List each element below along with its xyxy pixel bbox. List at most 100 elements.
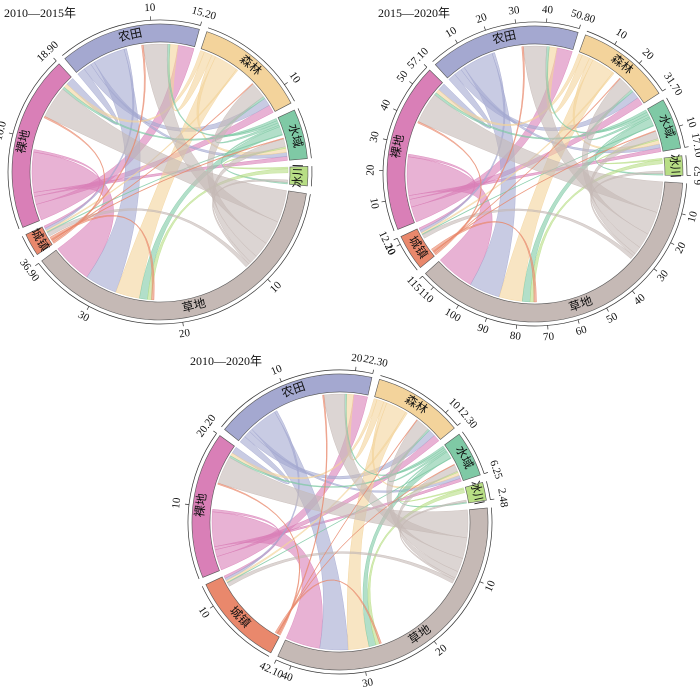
total-label: 18.90 (35, 39, 62, 65)
tick-mark (35, 263, 38, 265)
total-label: 22.30 (362, 353, 389, 370)
tick-label: 70 (543, 330, 555, 343)
total-label: 15.20 (190, 4, 218, 22)
tick-mark (87, 306, 89, 310)
total-label: 17.10 (689, 132, 700, 159)
tick-mark (632, 291, 635, 294)
tick-label: 50 (394, 68, 410, 84)
tick-mark (431, 287, 434, 290)
axis-arc (686, 155, 687, 175)
tick-label: 20 (364, 164, 376, 176)
tick-mark (662, 89, 665, 91)
tick-label: 30 (361, 676, 374, 687)
tick-mark (615, 41, 617, 44)
tick-label: 40 (542, 4, 554, 17)
tick-mark (54, 58, 57, 61)
total-label: 12.20 (376, 229, 398, 257)
tick-label: 10 (367, 197, 381, 210)
tick-mark (671, 243, 675, 245)
tick-label: 30 (655, 267, 672, 283)
chart-title: 2010—2015年 (4, 6, 76, 20)
tick-mark (383, 139, 387, 140)
tick-label: 10 (196, 605, 212, 621)
tick-mark (420, 276, 423, 279)
total-label: 6.52 (692, 166, 700, 185)
tick-label: 10 (170, 497, 183, 510)
total-label: 12.30 (455, 404, 480, 431)
tick-mark (607, 308, 609, 312)
tick-label: 30 (508, 4, 521, 17)
tick-mark (274, 660, 276, 664)
tick-mark (579, 25, 580, 29)
tick-label: 40 (378, 97, 394, 112)
tick-mark (457, 423, 460, 426)
tick-label: 10 (613, 26, 629, 42)
tick-mark (685, 147, 689, 148)
tick-label: 20 (673, 240, 689, 256)
tick-label: 10.0 (0, 120, 9, 142)
tick-mark (484, 27, 485, 31)
tick-mark (373, 370, 374, 374)
tick-mark (455, 40, 457, 43)
chart-title: 2015—2020年 (378, 6, 450, 20)
tick-mark (409, 82, 412, 84)
total-label: 6.25 (487, 459, 505, 482)
total-label: 31.70 (661, 71, 685, 99)
total-label: 36.90 (17, 257, 42, 284)
tick-mark (183, 322, 184, 326)
chart-title: 2010—2020年 (190, 354, 262, 368)
tick-mark (284, 82, 287, 84)
tick-mark (578, 320, 579, 324)
tick-mark (210, 606, 213, 608)
tick-mark (490, 499, 494, 500)
tick-label: 20 (433, 642, 449, 659)
tick-mark (434, 641, 436, 644)
tick-mark (456, 305, 458, 308)
tick-label: 20 (178, 327, 191, 341)
tick-label: 40 (632, 291, 649, 308)
tick-mark (9, 133, 13, 134)
tick-label: 10 (287, 70, 303, 86)
tick-label: 10 (684, 115, 699, 130)
tick-label: 20 (640, 46, 657, 63)
tick-mark (515, 19, 516, 23)
tick-label: 90 (476, 322, 491, 337)
tick-mark (484, 472, 488, 473)
tick-label: 10 (269, 362, 284, 378)
tick-mark (682, 214, 686, 215)
total-label: 50.80 (569, 7, 597, 26)
tick-label: 30 (368, 130, 382, 144)
node-label: 冰川 (290, 164, 305, 188)
tick-mark (679, 125, 683, 126)
axis-arc (311, 166, 312, 186)
tick-mark (485, 318, 486, 322)
tick-mark (394, 238, 398, 240)
tick-label: 20 (474, 11, 489, 26)
tick-mark (397, 244, 401, 246)
tick-mark (382, 201, 386, 202)
tick-mark (268, 279, 271, 282)
tick-label: 100 (442, 306, 463, 325)
tick-label: 50 (604, 310, 620, 326)
tick-mark (639, 60, 642, 63)
tick-label: 10 (483, 578, 499, 593)
tick-mark (446, 410, 449, 413)
tick-label: 30 (76, 309, 92, 325)
node-label: 裸地 (191, 492, 209, 518)
tick-mark (393, 109, 397, 111)
tick-mark (366, 672, 367, 676)
axis-arc (486, 481, 490, 499)
total-label: 57.10 (405, 45, 431, 71)
total-label: 2.48 (495, 487, 510, 508)
node-label: 冰川 (667, 154, 682, 179)
tick-mark (213, 431, 216, 433)
tick-label: 10 (686, 210, 700, 224)
total-label: 42.10 (258, 660, 286, 682)
tick-mark (654, 269, 657, 271)
tick-mark (200, 22, 201, 26)
tick-label: 60 (574, 323, 588, 338)
